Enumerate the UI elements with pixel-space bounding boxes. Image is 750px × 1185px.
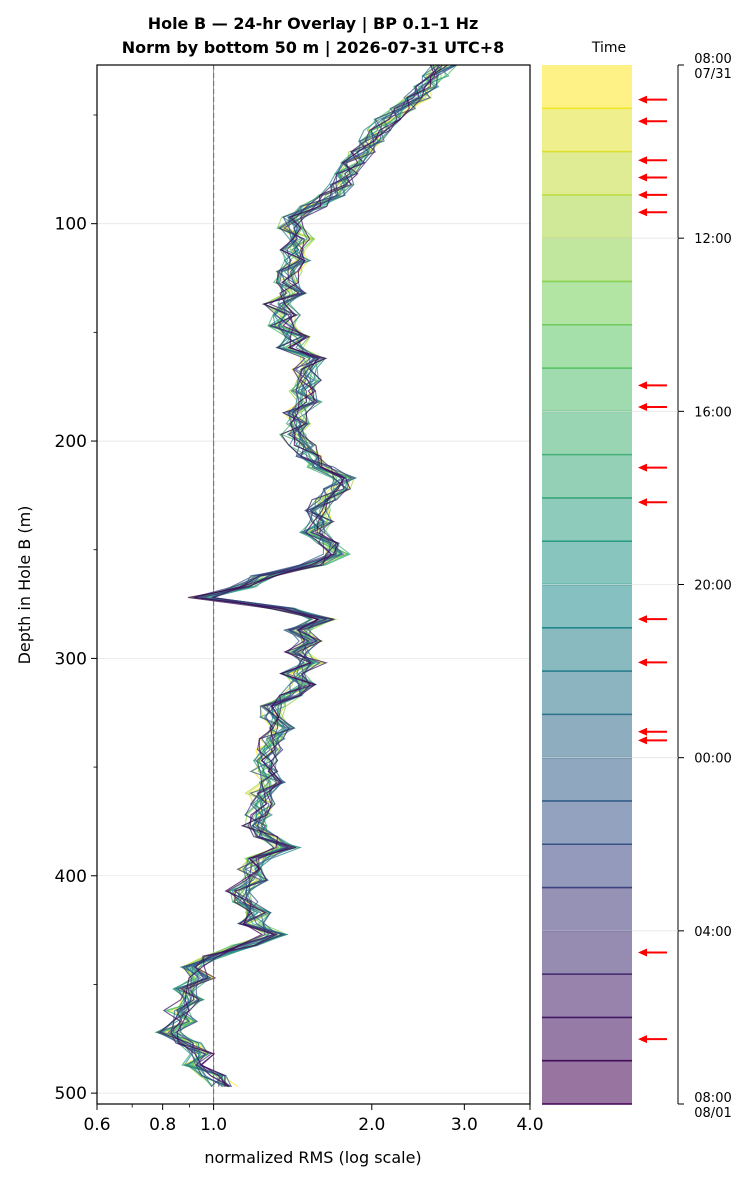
colorbar-segment: [542, 844, 632, 888]
time-marker-arrow: [638, 403, 667, 412]
colorbar-segment: [542, 497, 632, 542]
colorbar-segment: [542, 65, 632, 109]
time-marker-arrow: [638, 173, 667, 182]
colorbar-segment: [542, 238, 632, 282]
time-marker-arrow: [638, 1035, 667, 1044]
colorbar-segment: [542, 368, 632, 412]
colorbar-segment: [542, 541, 632, 585]
time-tick-label: 12:00: [694, 232, 731, 247]
time-marker-arrow: [638, 208, 667, 217]
series-line: [176, 64, 449, 1087]
time-tick-label: 04:00: [694, 925, 731, 940]
series-line: [158, 64, 444, 1087]
time-tick-label: 08:00 07/31: [694, 52, 731, 82]
y-tick-label: 300: [55, 649, 87, 669]
x-tick-label: 0.6: [83, 1115, 110, 1135]
plot-frame: [96, 64, 531, 1105]
y-tick-label: 500: [55, 1084, 87, 1104]
colorbar-segment: [542, 151, 632, 195]
plot-background: [97, 65, 530, 1104]
time-marker-arrow: [638, 381, 667, 390]
colorbar-segment: [542, 324, 632, 369]
time-marker-arrow: [638, 658, 667, 667]
time-marker-arrow: [638, 727, 667, 736]
colorbar-segment: [542, 194, 632, 239]
chart-title-line1: Hole B — 24-hr Overlay | BP 0.1–1 Hz: [148, 14, 479, 34]
y-axis-label: Depth in Hole B (m): [15, 506, 34, 665]
x-tick-label: 2.0: [358, 1115, 385, 1135]
time-marker-arrow: [638, 190, 667, 199]
time-marker-arrow: [638, 156, 667, 165]
y-tick-label: 100: [55, 215, 87, 235]
x-tick-label: 1.0: [200, 1115, 227, 1135]
colorbar-label: Time: [591, 40, 626, 56]
x-tick-label: 3.0: [451, 1115, 478, 1135]
colorbar-segment: [542, 1060, 632, 1104]
time-marker-arrow: [638, 117, 667, 126]
time-marker-arrow: [638, 615, 667, 624]
y-tick-label: 200: [55, 432, 87, 452]
colorbar-segment: [542, 714, 632, 758]
colorbar-segment: [542, 108, 632, 152]
colorbar-segment: [542, 584, 632, 628]
time-marker-arrow: [638, 948, 667, 957]
x-tick-label: 4.0: [516, 1115, 543, 1135]
series-line: [177, 64, 457, 1087]
time-tick-label: 20:00: [694, 579, 731, 594]
time-tick-label: 00:00: [694, 752, 731, 767]
time-marker-arrow: [638, 463, 667, 472]
colorbar-segment: [542, 627, 632, 672]
colorbar-segment: [542, 281, 632, 325]
colorbar-segment: [542, 930, 632, 975]
time-tick-label: 08:00 08/01: [694, 1091, 731, 1121]
y-tick-label: 400: [55, 867, 87, 887]
colorbar-segment: [542, 757, 632, 801]
x-tick-label: 0.8: [149, 1115, 176, 1135]
colorbar-segment: [542, 411, 632, 455]
time-marker-arrow: [638, 498, 667, 507]
colorbar-segment: [542, 1017, 632, 1061]
time-colorbar: 08:00 07/31 12:00 16:00 20:00 00:00 04:00 08:00…: [542, 52, 732, 1121]
plot-area: 0.6 0.8 1.0 2.0 3.0 4.0 100 200 300 400 500: [55, 64, 544, 1135]
colorbar-segment: [542, 454, 632, 498]
time-tick-label: 16:00: [694, 405, 731, 420]
x-axis-label: normalized RMS (log scale): [204, 1148, 421, 1167]
time-marker-arrow: [638, 736, 667, 745]
colorbar-segment: [542, 887, 632, 931]
time-marker-arrow: [638, 95, 667, 104]
colorbar-segment: [542, 671, 632, 715]
colorbar-segment: [542, 800, 632, 845]
chart-title-line2: Norm by bottom 50 m | 2026-07-31 UTC+8: [122, 38, 505, 58]
colorbar-segment: [542, 974, 632, 1018]
